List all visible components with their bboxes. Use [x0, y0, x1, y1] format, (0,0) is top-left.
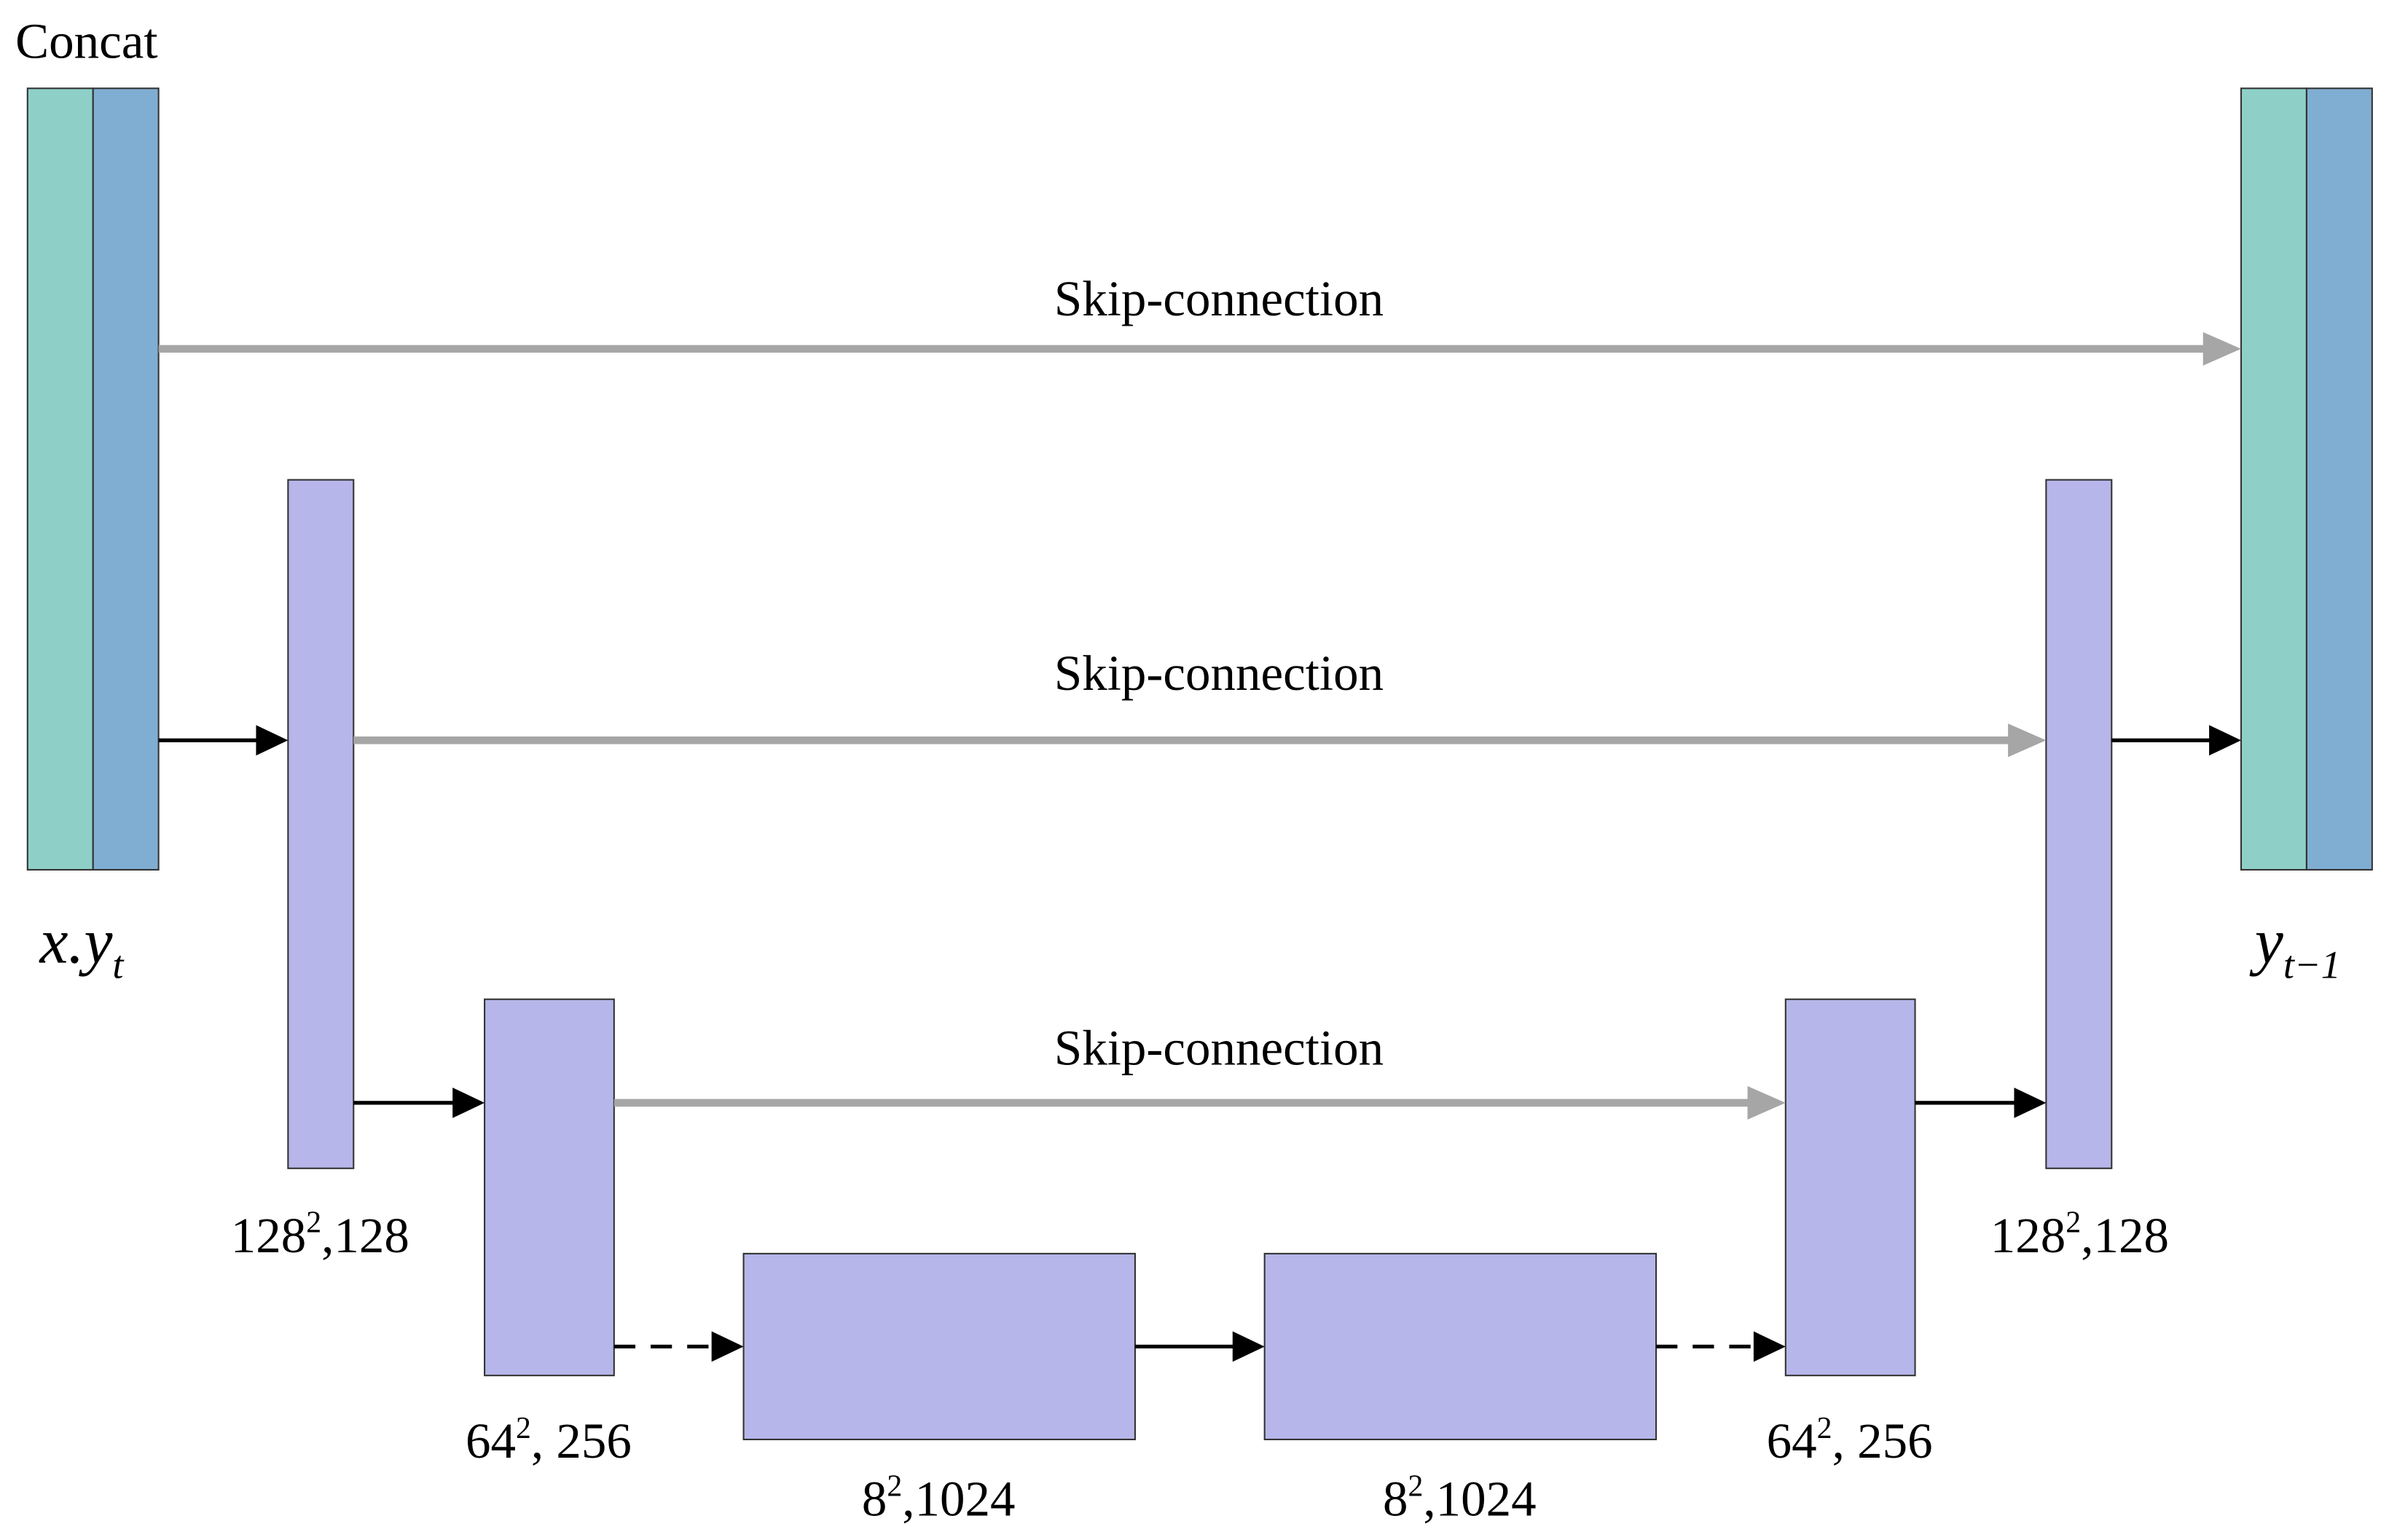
arrow-head [1747, 1085, 1786, 1120]
block-label-base: 8 [862, 1472, 887, 1527]
bottleneck-block-2 [1263, 1252, 1658, 1441]
block-label-rest: , 256 [531, 1413, 632, 1469]
block-label-base: 128 [231, 1208, 307, 1263]
skip-label: Skip-connection [1054, 1021, 1384, 1076]
arrow-head [2008, 723, 2047, 758]
block-label-sup: 2 [1408, 1469, 1424, 1503]
block-label-sup: 2 [887, 1469, 902, 1503]
block-label-sup: 2 [306, 1206, 321, 1240]
block-label-rest: , 256 [1832, 1413, 1933, 1469]
arrow-head [256, 725, 289, 756]
skip-label: Skip-connection [1054, 271, 1384, 326]
block-label: 82,1024 [1383, 1469, 1537, 1526]
block-label-rest: ,128 [2081, 1208, 2169, 1263]
block-label-base: 64 [466, 1413, 516, 1469]
block-label-rest: ,1024 [902, 1472, 1015, 1527]
block-label: 642, 256 [1767, 1412, 1933, 1469]
output-channel-b [2305, 87, 2373, 871]
block-label-sup: 2 [1817, 1412, 1832, 1445]
block-label-sup: 2 [516, 1412, 531, 1445]
concat-label: Concat [15, 13, 157, 68]
skip-label: Skip-connection [1054, 645, 1384, 701]
bottleneck-block-1 [742, 1252, 1136, 1441]
block-label: 82,1024 [862, 1469, 1016, 1526]
arrow-head [1753, 1331, 1786, 1362]
block-label: 642, 256 [466, 1412, 632, 1469]
input-label: x.yt [39, 906, 125, 987]
output-label: yt−1 [2249, 906, 2341, 987]
block-label: 1282,128 [1990, 1206, 2169, 1263]
input-label-base: x.y [39, 906, 114, 977]
arrow-head [1232, 1331, 1265, 1362]
arrow-head [2014, 1087, 2047, 1118]
block-label-sup: 2 [2066, 1206, 2081, 1240]
block-label-base: 128 [1990, 1208, 2066, 1263]
block-label: 1282,128 [231, 1206, 409, 1263]
output-label-sub: t−1 [2283, 943, 2341, 986]
arrow-head [2209, 725, 2242, 756]
decoder-block-2 [1784, 998, 1916, 1377]
block-label-base: 64 [1767, 1413, 1817, 1469]
output-label-base: y [2249, 906, 2284, 977]
input-channel-a [26, 87, 94, 871]
encoder-block-2 [484, 998, 615, 1377]
arrow-head [711, 1331, 744, 1362]
output-channel-a [2240, 87, 2307, 871]
arrow-head [452, 1087, 485, 1118]
input-label-sub: t [112, 943, 125, 986]
input-channel-b [92, 87, 160, 871]
block-label-rest: ,1024 [1423, 1472, 1536, 1527]
arrow-head [2202, 331, 2242, 366]
block-label-rest: ,128 [321, 1208, 409, 1263]
block-label-base: 8 [1383, 1472, 1408, 1527]
encoder-block-1 [287, 479, 355, 1169]
decoder-block-1 [2045, 479, 2113, 1169]
